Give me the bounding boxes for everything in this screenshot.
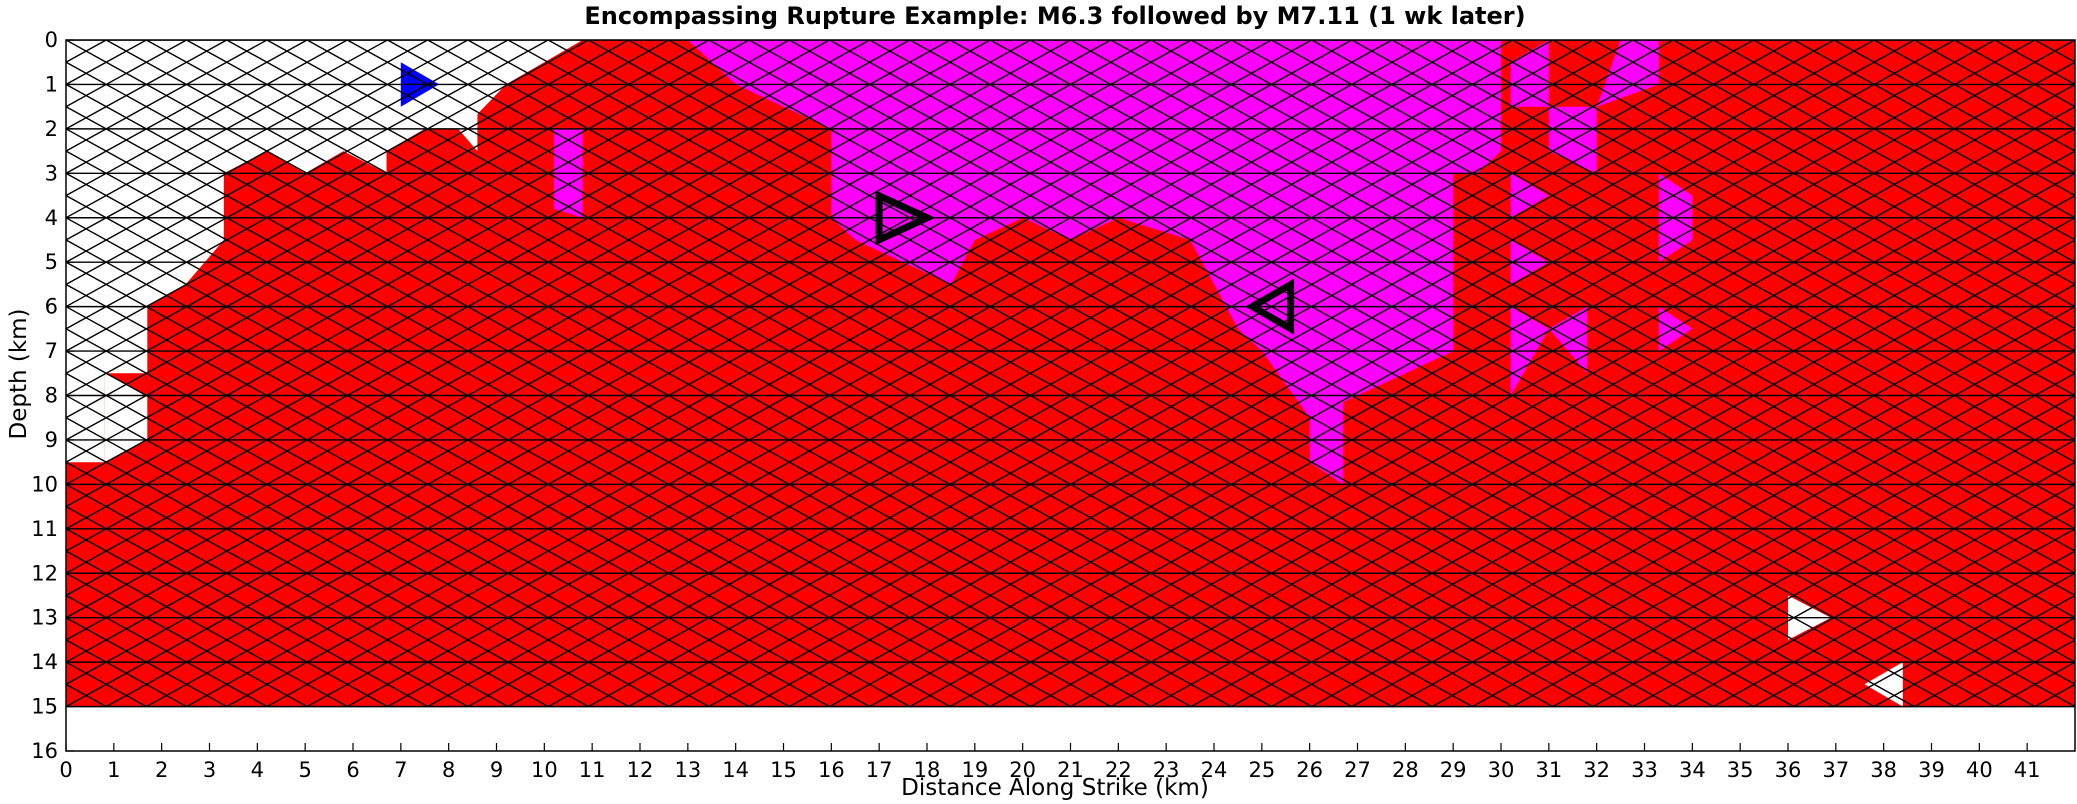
y-tick-label: 9 (45, 428, 58, 452)
y-tick-label: 15 (31, 695, 58, 719)
x-tick-label: 28 (1392, 758, 1419, 782)
x-tick-label: 31 (1535, 758, 1562, 782)
x-tick-label: 13 (674, 758, 701, 782)
x-tick-label: 32 (1583, 758, 1610, 782)
x-tick-label: 14 (722, 758, 749, 782)
x-tick-label: 12 (627, 758, 654, 782)
x-tick-label: 7 (394, 758, 407, 782)
x-tick-label: 40 (1966, 758, 1993, 782)
y-tick-label: 5 (45, 250, 58, 274)
y-tick-label: 10 (31, 472, 58, 496)
y-tick-label: 1 (45, 72, 58, 96)
x-tick-label: 39 (1918, 758, 1945, 782)
y-tick-label: 7 (45, 339, 58, 363)
x-tick-label: 17 (866, 758, 893, 782)
x-tick-label: 11 (579, 758, 606, 782)
y-tick-label: 0 (45, 28, 58, 52)
y-tick-label: 11 (31, 517, 58, 541)
x-tick-label: 15 (770, 758, 797, 782)
x-tick-label: 36 (1775, 758, 1802, 782)
x-tick-label: 2 (155, 758, 168, 782)
y-tick-label: 3 (45, 161, 58, 185)
x-tick-label: 35 (1727, 758, 1754, 782)
x-tick-label: 34 (1679, 758, 1706, 782)
x-tick-label: 4 (251, 758, 264, 782)
x-tick-label: 38 (1870, 758, 1897, 782)
y-tick-label: 14 (31, 650, 58, 674)
x-tick-label: 29 (1440, 758, 1467, 782)
y-axis-label: Depth (km) (6, 308, 32, 439)
x-tick-label: 30 (1488, 758, 1515, 782)
x-tick-label: 27 (1344, 758, 1371, 782)
x-tick-label: 26 (1296, 758, 1323, 782)
x-tick-label: 1 (107, 758, 120, 782)
x-tick-label: 37 (1822, 758, 1849, 782)
x-tick-label: 6 (346, 758, 359, 782)
x-axis-label: Distance Along Strike (km) (901, 775, 1209, 800)
y-tick-label: 2 (45, 117, 58, 141)
y-tick-label: 4 (45, 206, 58, 230)
x-tick-label: 0 (59, 758, 72, 782)
y-tick-label: 13 (31, 606, 58, 630)
y-tick-label: 16 (31, 739, 58, 763)
x-tick-label: 16 (818, 758, 845, 782)
x-tick-label: 25 (1248, 758, 1275, 782)
x-tick-label: 41 (2014, 758, 2041, 782)
x-tick-label: 9 (490, 758, 503, 782)
y-tick-label: 12 (31, 561, 58, 585)
y-tick-label: 8 (45, 384, 58, 408)
x-tick-label: 10 (531, 758, 558, 782)
x-tick-label: 3 (203, 758, 216, 782)
x-tick-label: 8 (442, 758, 455, 782)
x-tick-label: 33 (1631, 758, 1658, 782)
x-tick-label: 5 (298, 758, 311, 782)
y-tick-label: 6 (45, 295, 58, 319)
chart-title: Encompassing Rupture Example: M6.3 follo… (584, 2, 1525, 30)
